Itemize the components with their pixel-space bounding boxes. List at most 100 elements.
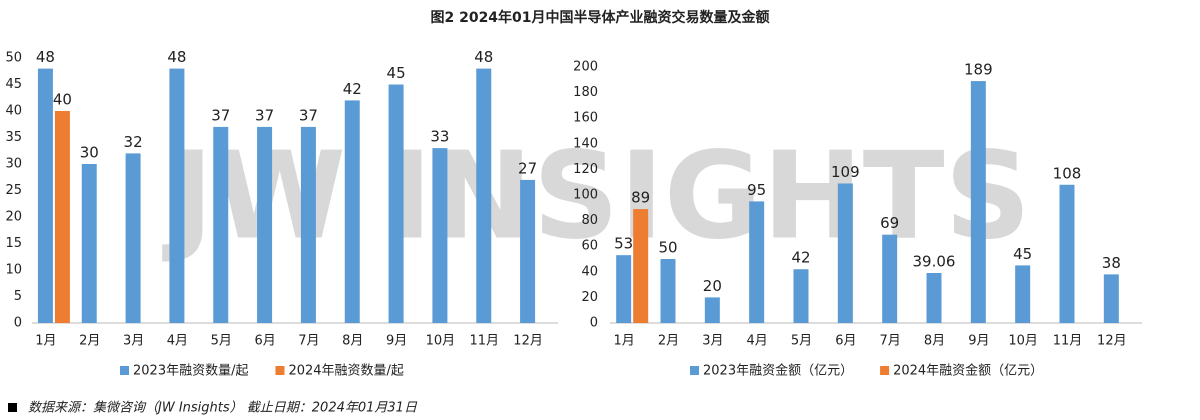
bar [1103,274,1119,323]
data-label: 27 [518,159,537,177]
data-label: 50 [658,239,677,257]
y-tick-label: 15 [5,236,22,251]
data-label: 37 [255,106,274,124]
x-tick-label: 8月 [924,334,945,349]
y-tick-label: 200 [573,60,598,75]
bar [926,273,942,323]
y-tick-label: 60 [581,239,598,254]
y-tick-label: 40 [5,104,22,119]
x-tick-label: 3月 [123,334,144,349]
data-label: 20 [703,277,722,295]
bar [388,84,404,323]
bar [1015,265,1031,323]
data-label: 48 [36,48,55,66]
x-tick-label: 8月 [342,334,363,349]
data-label: 30 [80,144,99,162]
x-tick-label: 1月 [35,334,56,349]
y-tick-label: 30 [5,157,22,172]
data-label: 45 [1013,245,1032,263]
legend-swatch [880,366,890,375]
y-tick-label: 40 [581,264,598,279]
x-tick-label: 5月 [211,334,232,349]
data-label: 45 [387,64,406,82]
y-tick-label: 120 [573,162,598,177]
x-tick-label: 2月 [79,334,100,349]
x-tick-label: 7月 [880,334,901,349]
legend-label: 2023年融资数量/起 [133,364,248,379]
bar [970,81,986,323]
bar [633,209,649,323]
x-tick-label: 1月 [614,334,635,349]
x-tick-label: 7月 [298,334,319,349]
y-tick-label: 35 [5,130,22,145]
data-label: 48 [474,48,493,66]
bar [882,234,898,323]
data-label: 108 [1053,164,1082,182]
x-tick-label: 10月 [426,334,456,349]
legend-swatch [275,366,285,375]
bar [837,183,853,323]
data-label: 37 [211,106,230,124]
bar [169,68,185,323]
bar [344,100,360,324]
data-label: 42 [343,80,362,98]
bullet [8,403,17,412]
bar [54,111,70,323]
source-note: 数据来源：集微咨询（JW Insights） 截止日期：2024年01月31日 [28,400,418,416]
data-label: 69 [880,214,899,232]
legend-swatch [120,366,129,375]
data-label: 37 [299,106,318,124]
x-tick-label: 9月 [968,334,989,349]
legend-label: 2024年融资金额（亿元） [893,363,1043,379]
x-tick-label: 12月 [1097,334,1127,349]
y-tick-label: 50 [5,51,22,66]
x-tick-label: 6月 [835,334,856,349]
x-tick-label: 3月 [702,334,723,349]
y-tick-label: 80 [581,213,598,228]
data-label: 33 [430,128,449,146]
data-label: 189 [964,61,993,79]
bar [213,126,229,324]
data-label: 109 [831,163,860,181]
x-tick-label: 5月 [791,334,812,349]
y-tick-label: 5 [14,289,22,304]
y-tick-label: 20 [5,210,22,225]
y-tick-label: 10 [5,263,22,278]
page-title: 图2 2024年01月中国半导体产业融资交易数量及金额 [430,9,769,26]
x-tick-label: 6月 [254,334,275,349]
x-tick-label: 9月 [386,334,407,349]
bar [704,297,720,323]
data-label: 95 [747,181,766,199]
y-tick-label: 0 [14,316,22,331]
bar [1059,184,1075,323]
bar [520,179,536,323]
y-tick-label: 0 [590,316,598,331]
bar [300,126,316,324]
bar [660,259,676,323]
data-label: 32 [124,133,143,151]
bar [616,255,632,323]
legend-label: 2023年融资金额（亿元） [703,363,853,379]
x-tick-label: 4月 [747,334,768,349]
x-tick-label: 12月 [513,334,543,349]
x-tick-label: 11月 [469,334,499,349]
bar [793,269,809,323]
bar [432,148,448,323]
bar [37,68,53,323]
data-label: 53 [614,235,633,253]
bar [257,126,273,324]
x-tick-label: 2月 [658,334,679,349]
y-tick-label: 45 [5,77,22,92]
bar [476,68,492,323]
data-label: 42 [791,249,810,267]
bar [749,201,765,323]
bar [125,153,141,323]
data-label: 48 [167,48,186,66]
x-tick-label: 11月 [1053,334,1083,349]
legend-label: 2024年融资数量/起 [288,364,403,379]
y-tick-label: 140 [573,136,598,151]
x-tick-label: 4月 [167,334,188,349]
y-tick-label: 100 [573,188,598,203]
data-label: 40 [53,91,72,109]
